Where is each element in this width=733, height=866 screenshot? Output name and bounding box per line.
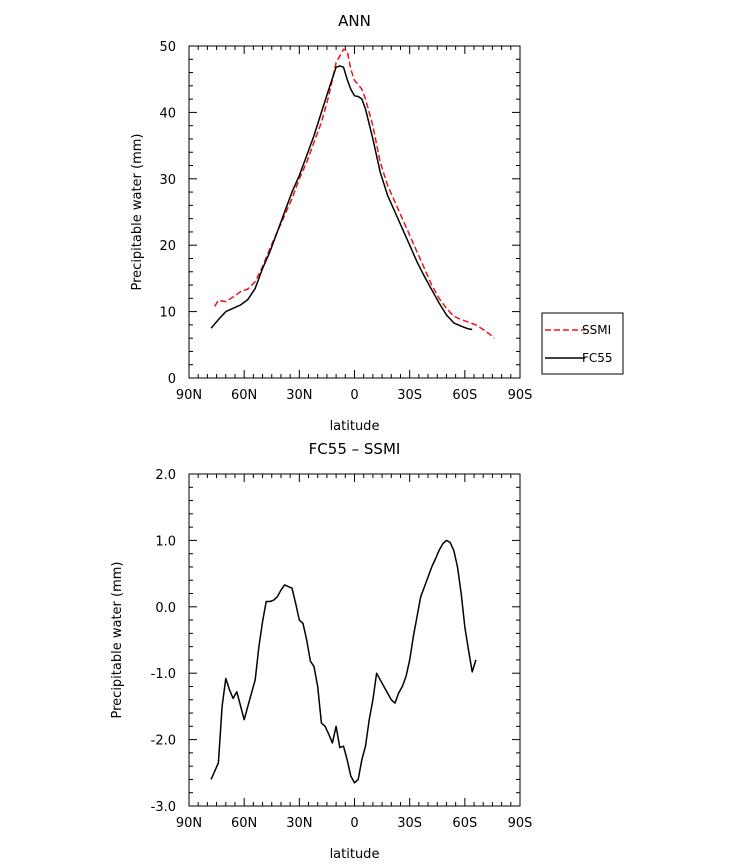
- y-axis-title: Precipitable water (mm): [110, 562, 125, 719]
- x-tick-label: 0: [350, 816, 358, 831]
- y-tick-label: 20: [159, 239, 176, 254]
- chart-2: 90N 60N 30N 0 30S 60S 90S -3.0 -2.0 -1.0 0.0 1.0 2.0…: [110, 440, 532, 862]
- series-line-fc55: [210, 65, 473, 331]
- y-tick-label: 30: [159, 173, 176, 188]
- x-tick-label: 30S: [397, 388, 422, 403]
- x-tick-label: 0: [350, 388, 358, 403]
- x-axis-title: latitude: [330, 419, 380, 434]
- legend: SSMI FC55: [541, 312, 624, 375]
- x-tick-label: 90N: [176, 388, 202, 403]
- x-tick-label: 90S: [508, 388, 533, 403]
- series-line-ssmi: [214, 48, 495, 339]
- legend-label-fc55: FC55: [582, 351, 613, 365]
- y-tick-label: 1.0: [155, 534, 176, 549]
- x-tick-label: 60N: [231, 388, 257, 403]
- y-tick-label: -3.0: [151, 800, 176, 815]
- y-tick-label: 0.0: [155, 601, 176, 616]
- x-tick-label: 60S: [452, 388, 477, 403]
- x-tick-label: 60S: [452, 816, 477, 831]
- y-axis-title: Precipitable water (mm): [130, 134, 145, 291]
- y-tick-label: 10: [159, 306, 176, 321]
- chart-title: FC55 – SSMI: [309, 440, 401, 458]
- x-tick-label: 30N: [286, 388, 312, 403]
- y-tick-label: -1.0: [151, 667, 176, 682]
- chart-1: 90N 60N 30N 0 30S 60S 90S 0 10 20 30 40 50 ANN latitud…: [130, 12, 624, 434]
- series-line-diff: [210, 539, 477, 784]
- y-tick-label: 40: [159, 106, 176, 121]
- legend-box: [541, 312, 624, 375]
- chart-title: ANN: [338, 12, 371, 30]
- x-axis-title: latitude: [330, 847, 380, 862]
- y-tick-label: -2.0: [151, 734, 176, 749]
- x-tick-label: 60N: [231, 816, 257, 831]
- x-tick-label: 90S: [508, 816, 533, 831]
- y-tick-label: 50: [159, 40, 176, 55]
- y-tick-label: 2.0: [155, 468, 176, 483]
- y-tick-label: 0: [168, 372, 176, 387]
- legend-label-ssmi: SSMI: [582, 323, 611, 337]
- x-tick-label: 30N: [286, 816, 312, 831]
- x-tick-label: 90N: [176, 816, 202, 831]
- x-tick-label: 30S: [397, 816, 422, 831]
